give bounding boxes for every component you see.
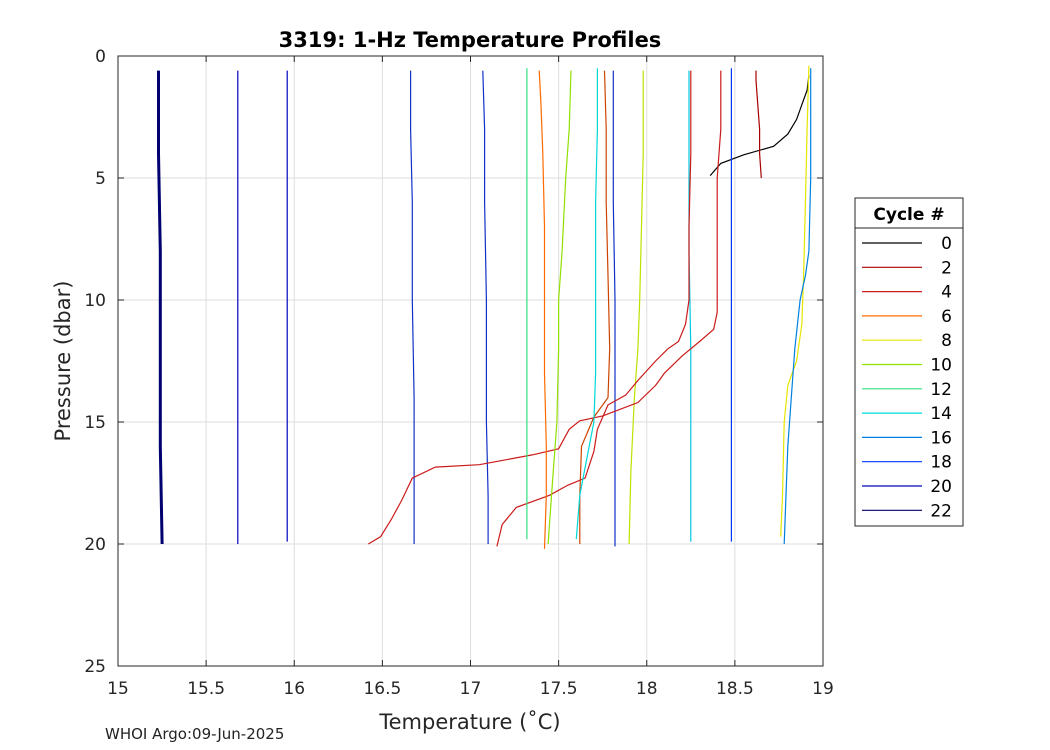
- legend-label-cycle-18: 18: [930, 453, 952, 473]
- legend-box: [854, 197, 964, 527]
- x-tick-label: 15.5: [187, 679, 225, 699]
- legend: Cycle # 0 2 4 6 8 10 12 14 16 18 20 22: [854, 197, 964, 527]
- x-tick-label: 19: [812, 679, 834, 699]
- legend-label-cycle-6: 6: [941, 307, 952, 327]
- profile-line: [482, 70, 489, 544]
- legend-label-cycle-20: 20: [930, 477, 952, 497]
- y-tick-label: 5: [95, 169, 106, 189]
- series-line-cycle-14: [575, 68, 598, 540]
- series-line-cycle-16: [783, 68, 812, 545]
- x-tick-label: 17: [460, 679, 482, 699]
- series-line-cycle-0: [709, 75, 810, 176]
- x-tick-label: 16.5: [363, 679, 401, 699]
- y-tick-label: 20: [84, 535, 106, 555]
- x-tick-label: 16: [283, 679, 305, 699]
- y-tick-label: 15: [84, 413, 106, 433]
- profile-line: [628, 70, 644, 545]
- x-tick-label: 18: [636, 679, 658, 699]
- series-line-cycle-2: [755, 70, 762, 179]
- series-line-cycle-10: [547, 70, 572, 545]
- profile-line: [612, 70, 616, 547]
- footer-credit: WHOI Argo:09-Jun-2025: [105, 725, 285, 743]
- chart-title: 3319: 1-Hz Temperature Profiles: [279, 28, 662, 52]
- legend-label-cycle-8: 8: [941, 331, 952, 351]
- legend-label-cycle-10: 10: [930, 356, 952, 376]
- y-tick-label: 10: [84, 291, 106, 311]
- series-line-cycle-6: [538, 70, 547, 549]
- profile-line: [688, 70, 692, 542]
- x-axis-label: Temperature (˚C): [378, 710, 560, 734]
- y-axis-label: Pressure (dbar): [51, 281, 75, 442]
- legend-label-cycle-12: 12: [930, 380, 952, 400]
- profile-line: [579, 70, 611, 544]
- y-tick-label: 25: [84, 657, 106, 677]
- ticks: 15 15.5 16 16.5 17 17.5 18 18.5 19 0 5 10 15 20 25: [84, 47, 833, 699]
- series-lines: [157, 65, 812, 549]
- legend-label-cycle-16: 16: [930, 428, 952, 448]
- legend-label-cycle-4: 4: [941, 283, 952, 303]
- y-tick-label: 0: [95, 47, 106, 67]
- series-line-cycle-4: [367, 70, 722, 545]
- legend-label-cycle-0: 0: [941, 234, 952, 254]
- x-tick-label: 15: [107, 679, 129, 699]
- profile-line: [410, 70, 415, 544]
- x-tick-label: 17.5: [540, 679, 578, 699]
- series-line-cycle-8: [780, 65, 810, 537]
- profile-line: [496, 70, 692, 547]
- series-line-cycle-22: [157, 70, 164, 545]
- grid: [117, 55, 824, 667]
- x-tick-label: 18.5: [716, 679, 754, 699]
- legend-title: Cycle #: [873, 205, 944, 225]
- legend-label-cycle-22: 22: [930, 501, 952, 521]
- legend-label-cycle-2: 2: [941, 258, 952, 278]
- legend-label-cycle-14: 14: [930, 404, 952, 424]
